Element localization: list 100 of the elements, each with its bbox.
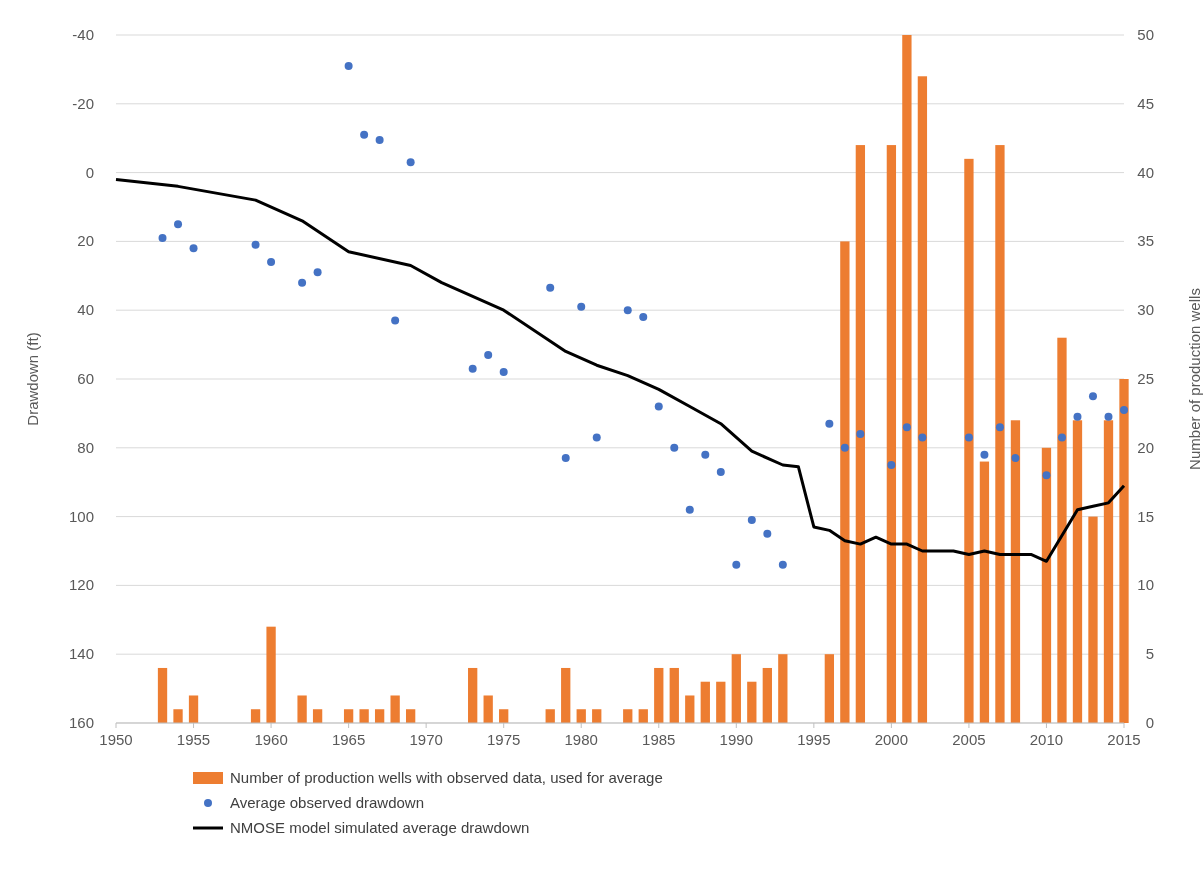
bar (716, 681, 726, 723)
point (778, 560, 787, 569)
point (406, 158, 415, 167)
bar (561, 667, 571, 723)
bar (1057, 337, 1067, 723)
bar (545, 709, 555, 723)
x-tick-label: 1950 (99, 731, 133, 748)
y-tick-label: -40 (72, 26, 94, 43)
bar (266, 626, 276, 723)
point (1073, 412, 1082, 421)
point (174, 220, 183, 229)
legend-label: NMOSE model simulated average drawdown (230, 819, 530, 836)
y-tick-label: 140 (68, 645, 94, 663)
y2-tick-label: 30 (1137, 301, 1154, 319)
y2-tick-label: 0 (1145, 714, 1154, 731)
bar (499, 709, 509, 723)
x-tick-label: 1990 (719, 731, 753, 748)
bar (483, 695, 493, 723)
point (298, 278, 307, 287)
bar (654, 667, 664, 723)
x-tick-label: 1965 (331, 731, 366, 748)
bar (576, 709, 586, 723)
point (639, 313, 648, 322)
bar (855, 145, 866, 723)
point (825, 419, 834, 428)
point (1088, 392, 1097, 401)
point (623, 306, 632, 315)
point (577, 302, 586, 311)
y-tick-label: 80 (77, 438, 94, 456)
x-tick-label: 2015 (1107, 731, 1141, 748)
bar (250, 709, 261, 723)
bar (669, 667, 679, 723)
bar (731, 654, 741, 723)
point (701, 450, 710, 459)
bar (964, 158, 974, 723)
bar (1010, 420, 1021, 723)
x-tick-label: 1980 (564, 731, 598, 748)
bar (1088, 516, 1098, 723)
x-tick-label: 1975 (487, 731, 521, 748)
legend-label: Number of production wells with observed data, used for average (230, 769, 663, 786)
point (499, 368, 508, 377)
bar (1103, 420, 1114, 723)
point (313, 268, 322, 277)
y2-tick-label: 5 (1145, 645, 1154, 663)
point (158, 233, 167, 242)
y2-tick-label: 50 (1137, 26, 1154, 43)
x-tick-label: 1970 (409, 731, 443, 748)
point (995, 423, 1004, 432)
bar (762, 667, 772, 723)
y-tick-label: 120 (68, 576, 94, 594)
point (344, 61, 353, 70)
x-tick-label: 1995 (797, 731, 831, 748)
point (1057, 433, 1066, 442)
bar (778, 654, 788, 723)
point (685, 505, 694, 514)
bar (297, 695, 307, 723)
y2-tick-label: 35 (1137, 232, 1154, 250)
point (251, 240, 260, 249)
point (267, 258, 276, 267)
x-tick-label: 2000 (874, 731, 909, 748)
y-tick-label: 160 (68, 714, 94, 731)
bar (886, 145, 897, 723)
point (840, 443, 849, 452)
y2-tick-label: 25 (1137, 370, 1154, 387)
point (918, 433, 927, 442)
bar (188, 695, 199, 723)
bar (1119, 379, 1129, 723)
bar (374, 709, 385, 723)
y-tick-label: 100 (68, 507, 94, 525)
y-tick-label: 60 (77, 370, 94, 387)
x-tick-label: 2010 (1029, 731, 1064, 748)
legend-label: Average observed drawdown (230, 794, 425, 811)
y-tick-label: 20 (77, 232, 94, 250)
y2-tick-label: 40 (1137, 163, 1154, 181)
bar (359, 709, 369, 723)
bar (343, 709, 354, 723)
point (360, 130, 369, 139)
y-axis-title: Drawdown (ft) (24, 332, 41, 426)
y-tick-label: 40 (77, 301, 94, 319)
bar (468, 667, 478, 723)
point (716, 467, 725, 476)
bar (700, 681, 710, 723)
bar (902, 35, 912, 723)
point (484, 350, 493, 359)
bar (1072, 420, 1083, 723)
bar (312, 709, 323, 723)
bar (405, 709, 416, 723)
y-tick-label: 0 (85, 163, 94, 181)
y-tick-label: -20 (72, 94, 94, 112)
y2-tick-label: 45 (1137, 94, 1154, 112)
point (1104, 412, 1113, 421)
bar (157, 667, 168, 723)
point (1042, 471, 1051, 480)
bar (638, 709, 648, 723)
point (1120, 405, 1128, 414)
point (980, 450, 989, 459)
bar (747, 681, 757, 723)
point (902, 423, 911, 432)
point (375, 135, 384, 144)
bar (173, 709, 183, 723)
